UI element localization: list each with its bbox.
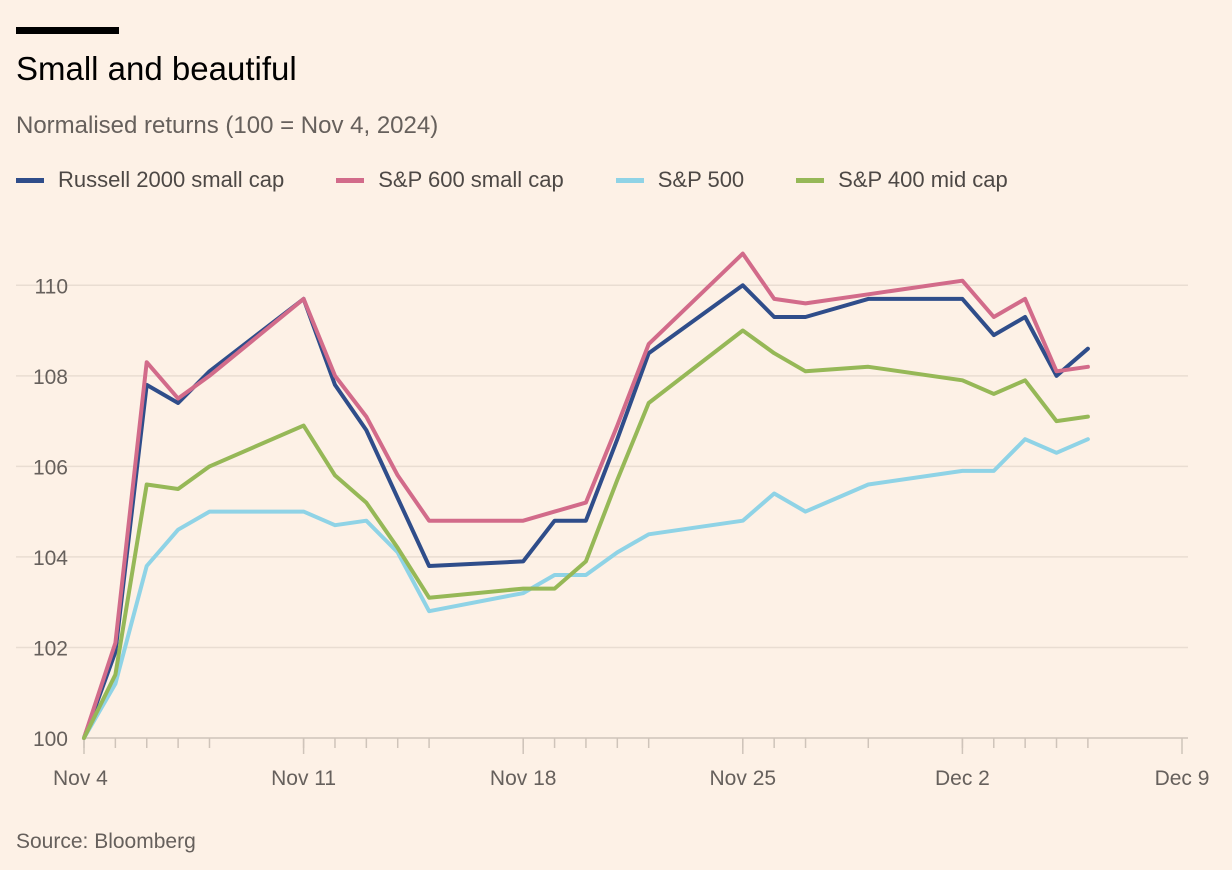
x-axis bbox=[83, 737, 1188, 754]
series-line-russell-2000-small-cap bbox=[82, 283, 1090, 740]
x-tick-label: Dec 9 bbox=[1155, 767, 1210, 790]
title-accent-bar bbox=[16, 27, 119, 34]
legend-item: S&P 500 bbox=[615, 167, 745, 193]
legend-label: S&P 400 mid cap bbox=[838, 167, 1008, 192]
y-tick-label: 106 bbox=[33, 456, 68, 479]
series-line-s-p-400-mid-cap bbox=[82, 328, 1090, 740]
series-lines bbox=[82, 251, 1090, 740]
source-note: Source: Bloomberg bbox=[16, 830, 196, 853]
legend-swatch bbox=[16, 177, 44, 183]
y-tick-label: 104 bbox=[33, 547, 68, 570]
legend-label: Russell 2000 small cap bbox=[58, 167, 285, 192]
legend-item: S&P 400 mid cap bbox=[796, 167, 1008, 193]
legend-item: Russell 2000 small cap bbox=[16, 167, 284, 193]
legend-swatch bbox=[615, 177, 644, 183]
x-tick-labels: Nov 4 Nov 11 Nov 18 Nov 25 Dec 2 Dec 9 bbox=[53, 767, 1209, 790]
y-tick-label: 110 bbox=[35, 275, 68, 298]
legend-swatch bbox=[796, 177, 825, 183]
y-tick-label: 102 bbox=[33, 637, 68, 660]
legend-swatch bbox=[336, 177, 365, 183]
x-tick-label: Nov 18 bbox=[490, 767, 557, 790]
chart-legend: Russell 2000 small cap S&P 600 small cap S… bbox=[16, 165, 1008, 195]
x-tick-label: Nov 11 bbox=[271, 767, 336, 790]
chart-title: Small and beautiful bbox=[16, 50, 297, 87]
y-tick-labels: 100 102 104 106 108 110 bbox=[33, 275, 68, 751]
series-line-s-p-500 bbox=[82, 437, 1090, 740]
x-tick-label: Nov 25 bbox=[710, 767, 777, 790]
legend-item: S&P 600 small cap bbox=[336, 167, 564, 193]
x-tick-label: Nov 4 bbox=[53, 767, 108, 790]
series-line-s-p-600-small-cap bbox=[82, 251, 1090, 740]
x-tick-label: Dec 2 bbox=[935, 767, 990, 790]
y-tick-label: 108 bbox=[33, 366, 68, 389]
y-tick-label: 100 bbox=[33, 728, 68, 751]
legend-label: S&P 500 bbox=[657, 167, 745, 192]
chart-subtitle: Normalised returns (100 = Nov 4, 2024) bbox=[16, 112, 439, 139]
legend-label: S&P 600 small cap bbox=[378, 167, 564, 192]
